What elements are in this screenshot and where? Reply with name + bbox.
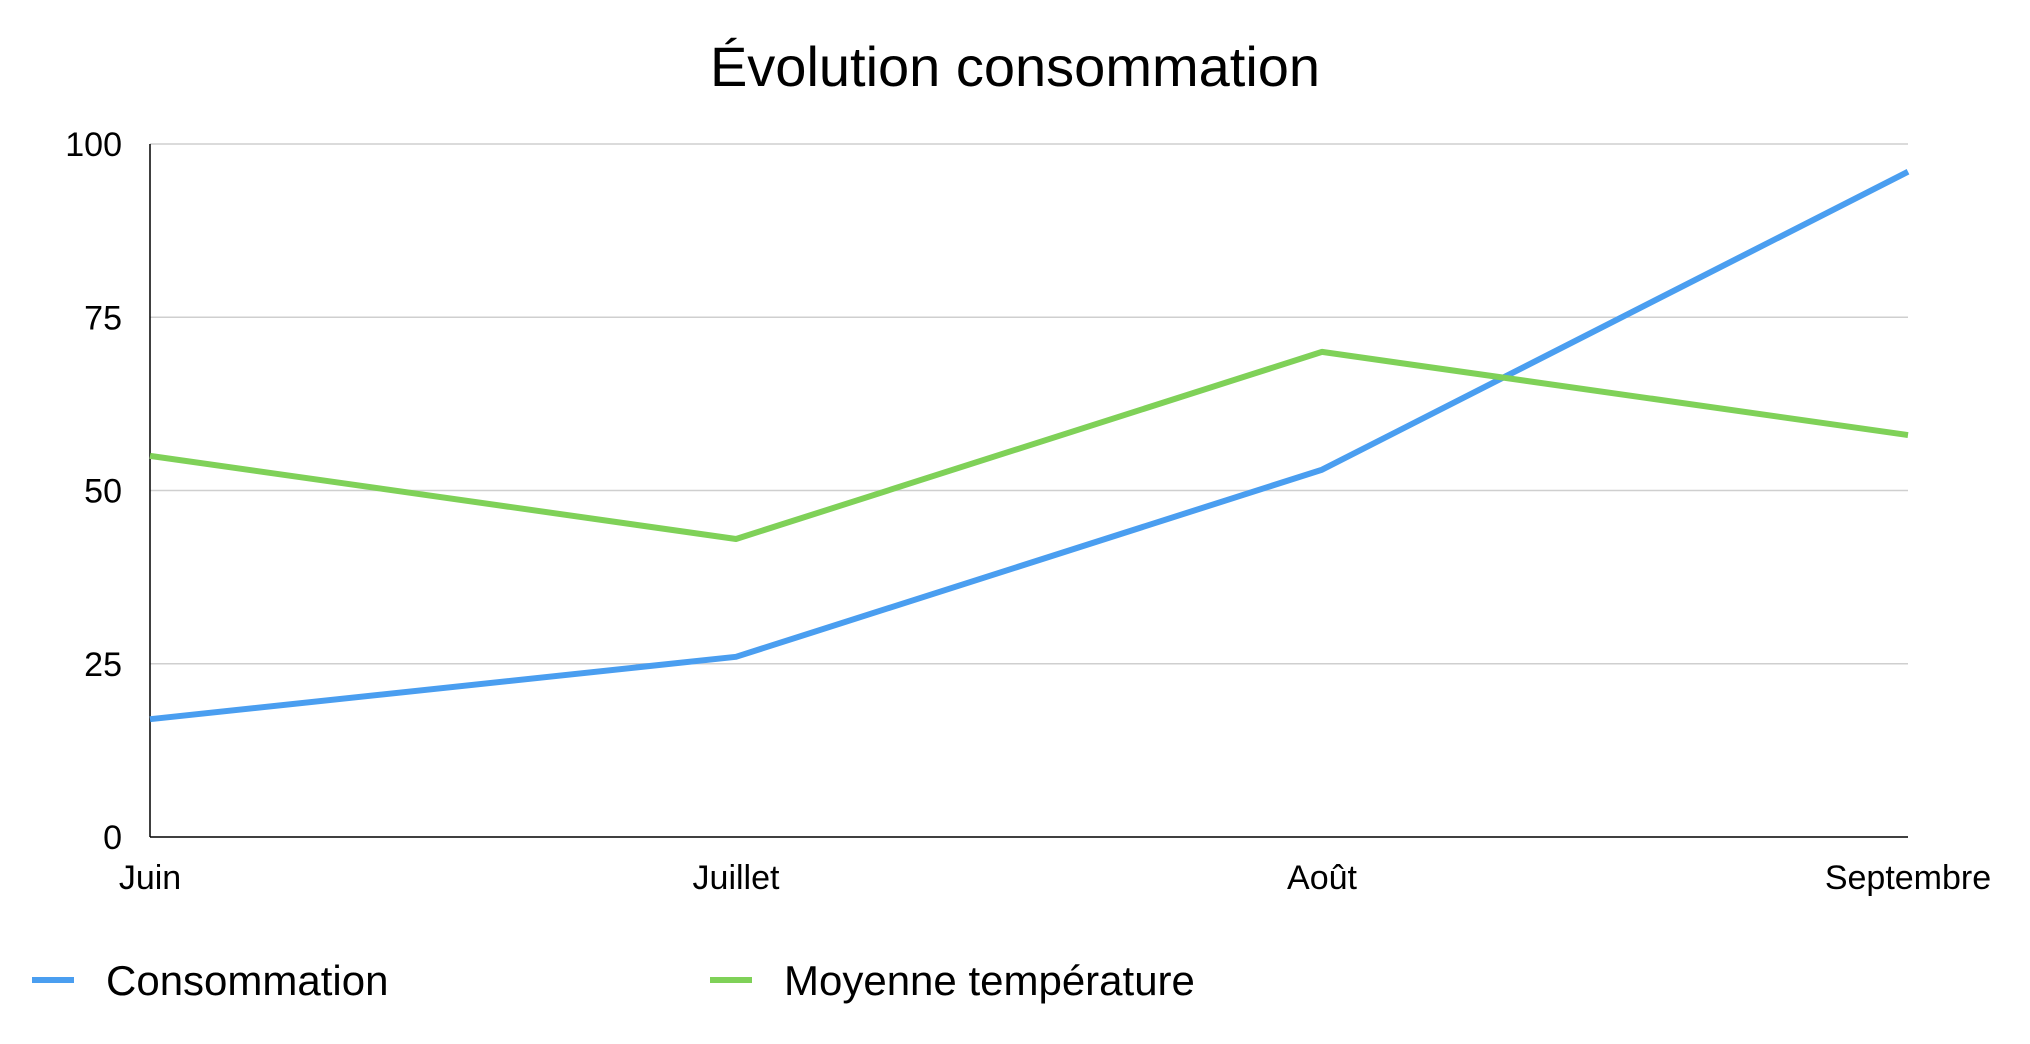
legend-item: Consommation [32, 957, 388, 1004]
legend: Consommation Moyenne température [32, 957, 1195, 1004]
series-lines [149, 169, 1910, 723]
legend-label: Consommation [106, 957, 388, 1004]
y-tick-label: 0 [103, 819, 122, 857]
y-tick-label: 50 [84, 473, 122, 511]
y-tick-label: 25 [84, 646, 122, 684]
gridlines [150, 143, 1908, 665]
x-tick-label: Juin [119, 859, 181, 897]
x-tick-label: Juillet [693, 859, 780, 897]
chart-title: Évolution consommation [710, 35, 1320, 98]
x-tick-label: Septembre [1825, 859, 1991, 897]
legend-item: Moyenne température [710, 957, 1195, 1004]
series-line-1 [149, 348, 1909, 543]
series-line-0 [149, 169, 1910, 723]
axes [149, 144, 1908, 838]
legend-label: Moyenne température [784, 957, 1195, 1004]
x-tick-label: Août [1287, 859, 1357, 897]
y-tick-label: 75 [84, 299, 122, 337]
y-axis-ticks: 0 25 50 75 100 [65, 126, 122, 857]
x-axis-ticks: Juin Juillet Août Septembre [119, 859, 1991, 897]
y-tick-label: 100 [65, 126, 122, 164]
